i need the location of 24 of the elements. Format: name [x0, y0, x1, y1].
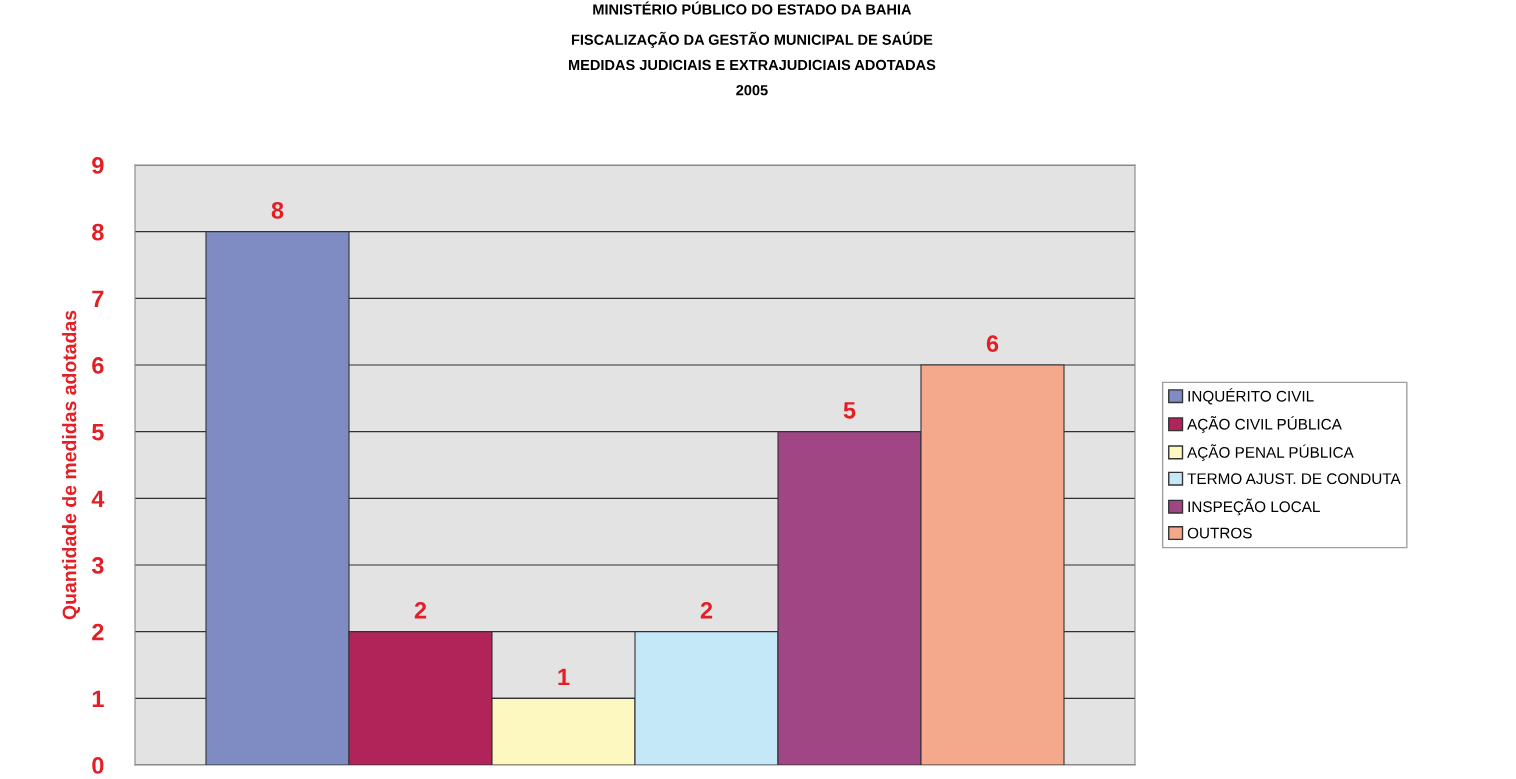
y-tick-label: 8	[92, 223, 104, 241]
legend-label: OUTROS	[1187, 527, 1252, 539]
chart-title: MINISTÉRIO PÚBLICO DO ESTADO DA BAHIA FISCALIZAÇÃO DA GESTÃO MUNICIPAL DE SAÚDE MEDIDAS JUDICIAIS E EXTRAJUDICIAIS ADOTADAS 2005	[568, 1, 936, 96]
legend-label: INQUÉRITO CIVIL	[1188, 388, 1314, 405]
y-tick-label: 2	[92, 623, 104, 641]
legend-label: INSPEÇÃO LOCAL	[1188, 498, 1320, 516]
data-label: 2	[700, 601, 713, 619]
legend-label: AÇÃO CIVIL PÚBLICA	[1187, 416, 1342, 433]
y-axis-title: Quantidade de medidas adotadas	[62, 310, 80, 620]
data-label: 5	[843, 402, 856, 419]
legend-label: AÇÃO PENAL PÚBLICA	[1187, 444, 1354, 461]
y-tick-label: 3	[91, 557, 104, 574]
y-tick-label: 9	[92, 157, 104, 174]
y-tick-label: 0	[92, 757, 104, 774]
y-tick-label: 7	[92, 290, 104, 307]
data-label: 8	[271, 201, 284, 219]
data-label: 2	[414, 601, 427, 619]
data-label: 1	[558, 668, 570, 686]
y-tick-label: 1	[92, 690, 104, 707]
y-tick-label: 6	[92, 357, 104, 374]
y-tick-label: 4	[91, 490, 105, 507]
y-tick-label: 5	[92, 423, 104, 441]
data-label: 6	[986, 335, 999, 352]
legend-label: TERMO AJUST. DE CONDUTA	[1187, 473, 1401, 485]
